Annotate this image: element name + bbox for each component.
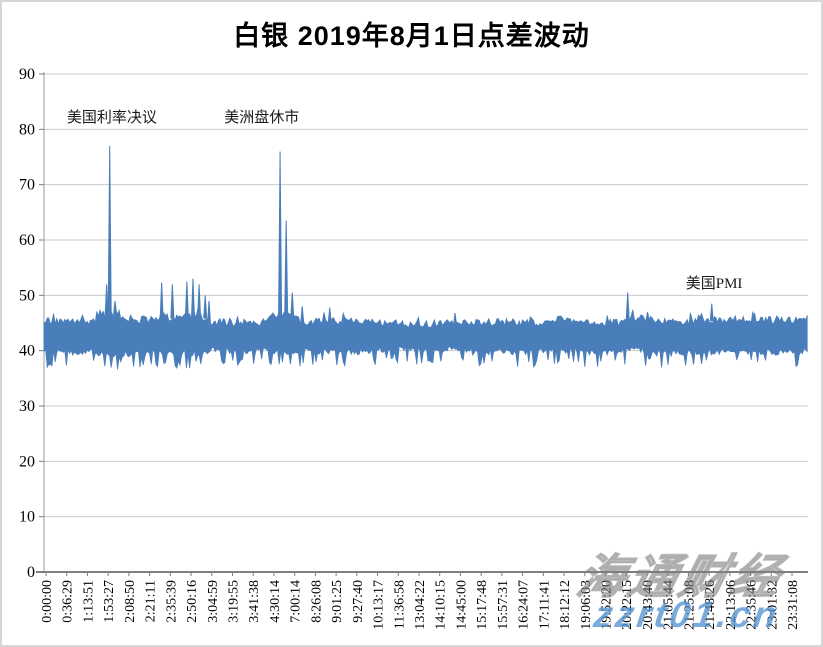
- series-spike-17: [645, 311, 650, 321]
- y-tick-label-70: 70: [19, 177, 35, 194]
- x-tick-label-32: 21:48:26: [703, 580, 718, 630]
- y-tick-label-10: 10: [19, 509, 35, 526]
- series-spike-14: [327, 307, 332, 323]
- x-tick-label-28: 20:22:15: [620, 580, 635, 630]
- series-spike-12: [290, 292, 295, 318]
- series-spike-19: [752, 313, 757, 322]
- x-tick-label-12: 7:00:14: [289, 580, 304, 623]
- x-tick-label-11: 4:30:14: [268, 580, 283, 623]
- y-tick-label-50: 50: [19, 287, 35, 304]
- x-tick-label-21: 15:17:48: [475, 580, 490, 630]
- series-spike-13: [300, 306, 305, 323]
- x-tick-label-26: 19:06:03: [579, 580, 594, 630]
- x-tick-label-8: 3:04:59: [206, 580, 221, 623]
- x-tick-label-24: 17:11:41: [537, 580, 552, 629]
- x-tick-label-25: 18:12:12: [558, 580, 573, 630]
- x-tick-label-30: 21:05:44: [662, 580, 677, 630]
- x-tick-label-27: 19:52:20: [600, 580, 615, 630]
- series-spike-15: [453, 313, 458, 326]
- series-spike-4: [170, 284, 175, 319]
- annotation-0: 美国利率决议: [67, 109, 157, 126]
- series-spike-18: [709, 303, 714, 322]
- series-spike-7: [197, 284, 202, 319]
- x-tick-label-4: 2:08:50: [123, 580, 138, 623]
- x-tick-label-35: 23:01:32: [765, 580, 780, 630]
- x-tick-label-16: 10:13:17: [372, 580, 387, 630]
- series-spike-5: [184, 281, 189, 319]
- chart-title: 白银 2019年8月1日点差波动: [233, 21, 590, 51]
- series-spike-6: [190, 278, 195, 319]
- series-spike-16: [625, 292, 630, 321]
- series-spike-3: [159, 282, 164, 319]
- x-tick-label-10: 3:41:38: [247, 580, 262, 623]
- series-spike-2: [113, 300, 118, 315]
- series-spike-0: [104, 284, 109, 315]
- series-spike-8: [203, 295, 208, 319]
- x-tick-label-23: 16:24:07: [517, 580, 532, 630]
- x-tick-label-7: 2:50:16: [185, 580, 200, 623]
- x-tick-label-31: 21:25:08: [682, 580, 697, 630]
- x-tick-label-2: 1:13:51: [81, 580, 96, 623]
- y-tick-label-0: 0: [27, 564, 35, 581]
- x-tick-label-1: 0:36:29: [61, 580, 76, 623]
- x-tick-label-0: 0:00:00: [40, 580, 55, 623]
- x-tick-label-19: 14:10:15: [434, 580, 449, 630]
- series-spike-1: [107, 145, 112, 315]
- x-tick-label-13: 8:26:08: [309, 580, 324, 623]
- x-tick-label-15: 9:27:40: [351, 580, 366, 623]
- x-tick-label-20: 14:45:00: [454, 580, 469, 630]
- y-tick-label-30: 30: [19, 398, 35, 415]
- x-tick-label-9: 3:19:55: [227, 580, 242, 623]
- x-tick-label-29: 20:43:40: [641, 580, 656, 630]
- x-tick-label-36: 23:31:08: [786, 580, 801, 630]
- x-tick-label-14: 9:01:25: [330, 580, 345, 623]
- x-tick-label-33: 22:13:06: [724, 580, 739, 630]
- y-tick-label-40: 40: [19, 343, 35, 360]
- x-tick-label-5: 2:21:11: [144, 580, 159, 622]
- annotation-2: 美国PMI: [686, 275, 743, 292]
- series-spike-9: [207, 300, 212, 325]
- x-tick-label-22: 15:57:31: [496, 580, 511, 630]
- series-spike-11: [284, 220, 289, 318]
- y-tick-label-20: 20: [19, 453, 35, 470]
- annotation-1: 美洲盘休市: [224, 108, 299, 126]
- x-tick-label-3: 1:53:27: [102, 580, 117, 623]
- x-tick-label-34: 22:35:46: [745, 580, 760, 630]
- y-tick-label-90: 90: [19, 66, 35, 83]
- x-tick-label-18: 13:04:22: [413, 580, 428, 630]
- x-tick-label-17: 11:36:58: [392, 580, 407, 629]
- x-tick-label-6: 2:35:39: [164, 580, 179, 623]
- series-noise-band: [43, 304, 808, 370]
- series-spike-10: [278, 151, 283, 318]
- y-tick-label-80: 80: [19, 121, 35, 138]
- y-tick-label-60: 60: [19, 232, 35, 249]
